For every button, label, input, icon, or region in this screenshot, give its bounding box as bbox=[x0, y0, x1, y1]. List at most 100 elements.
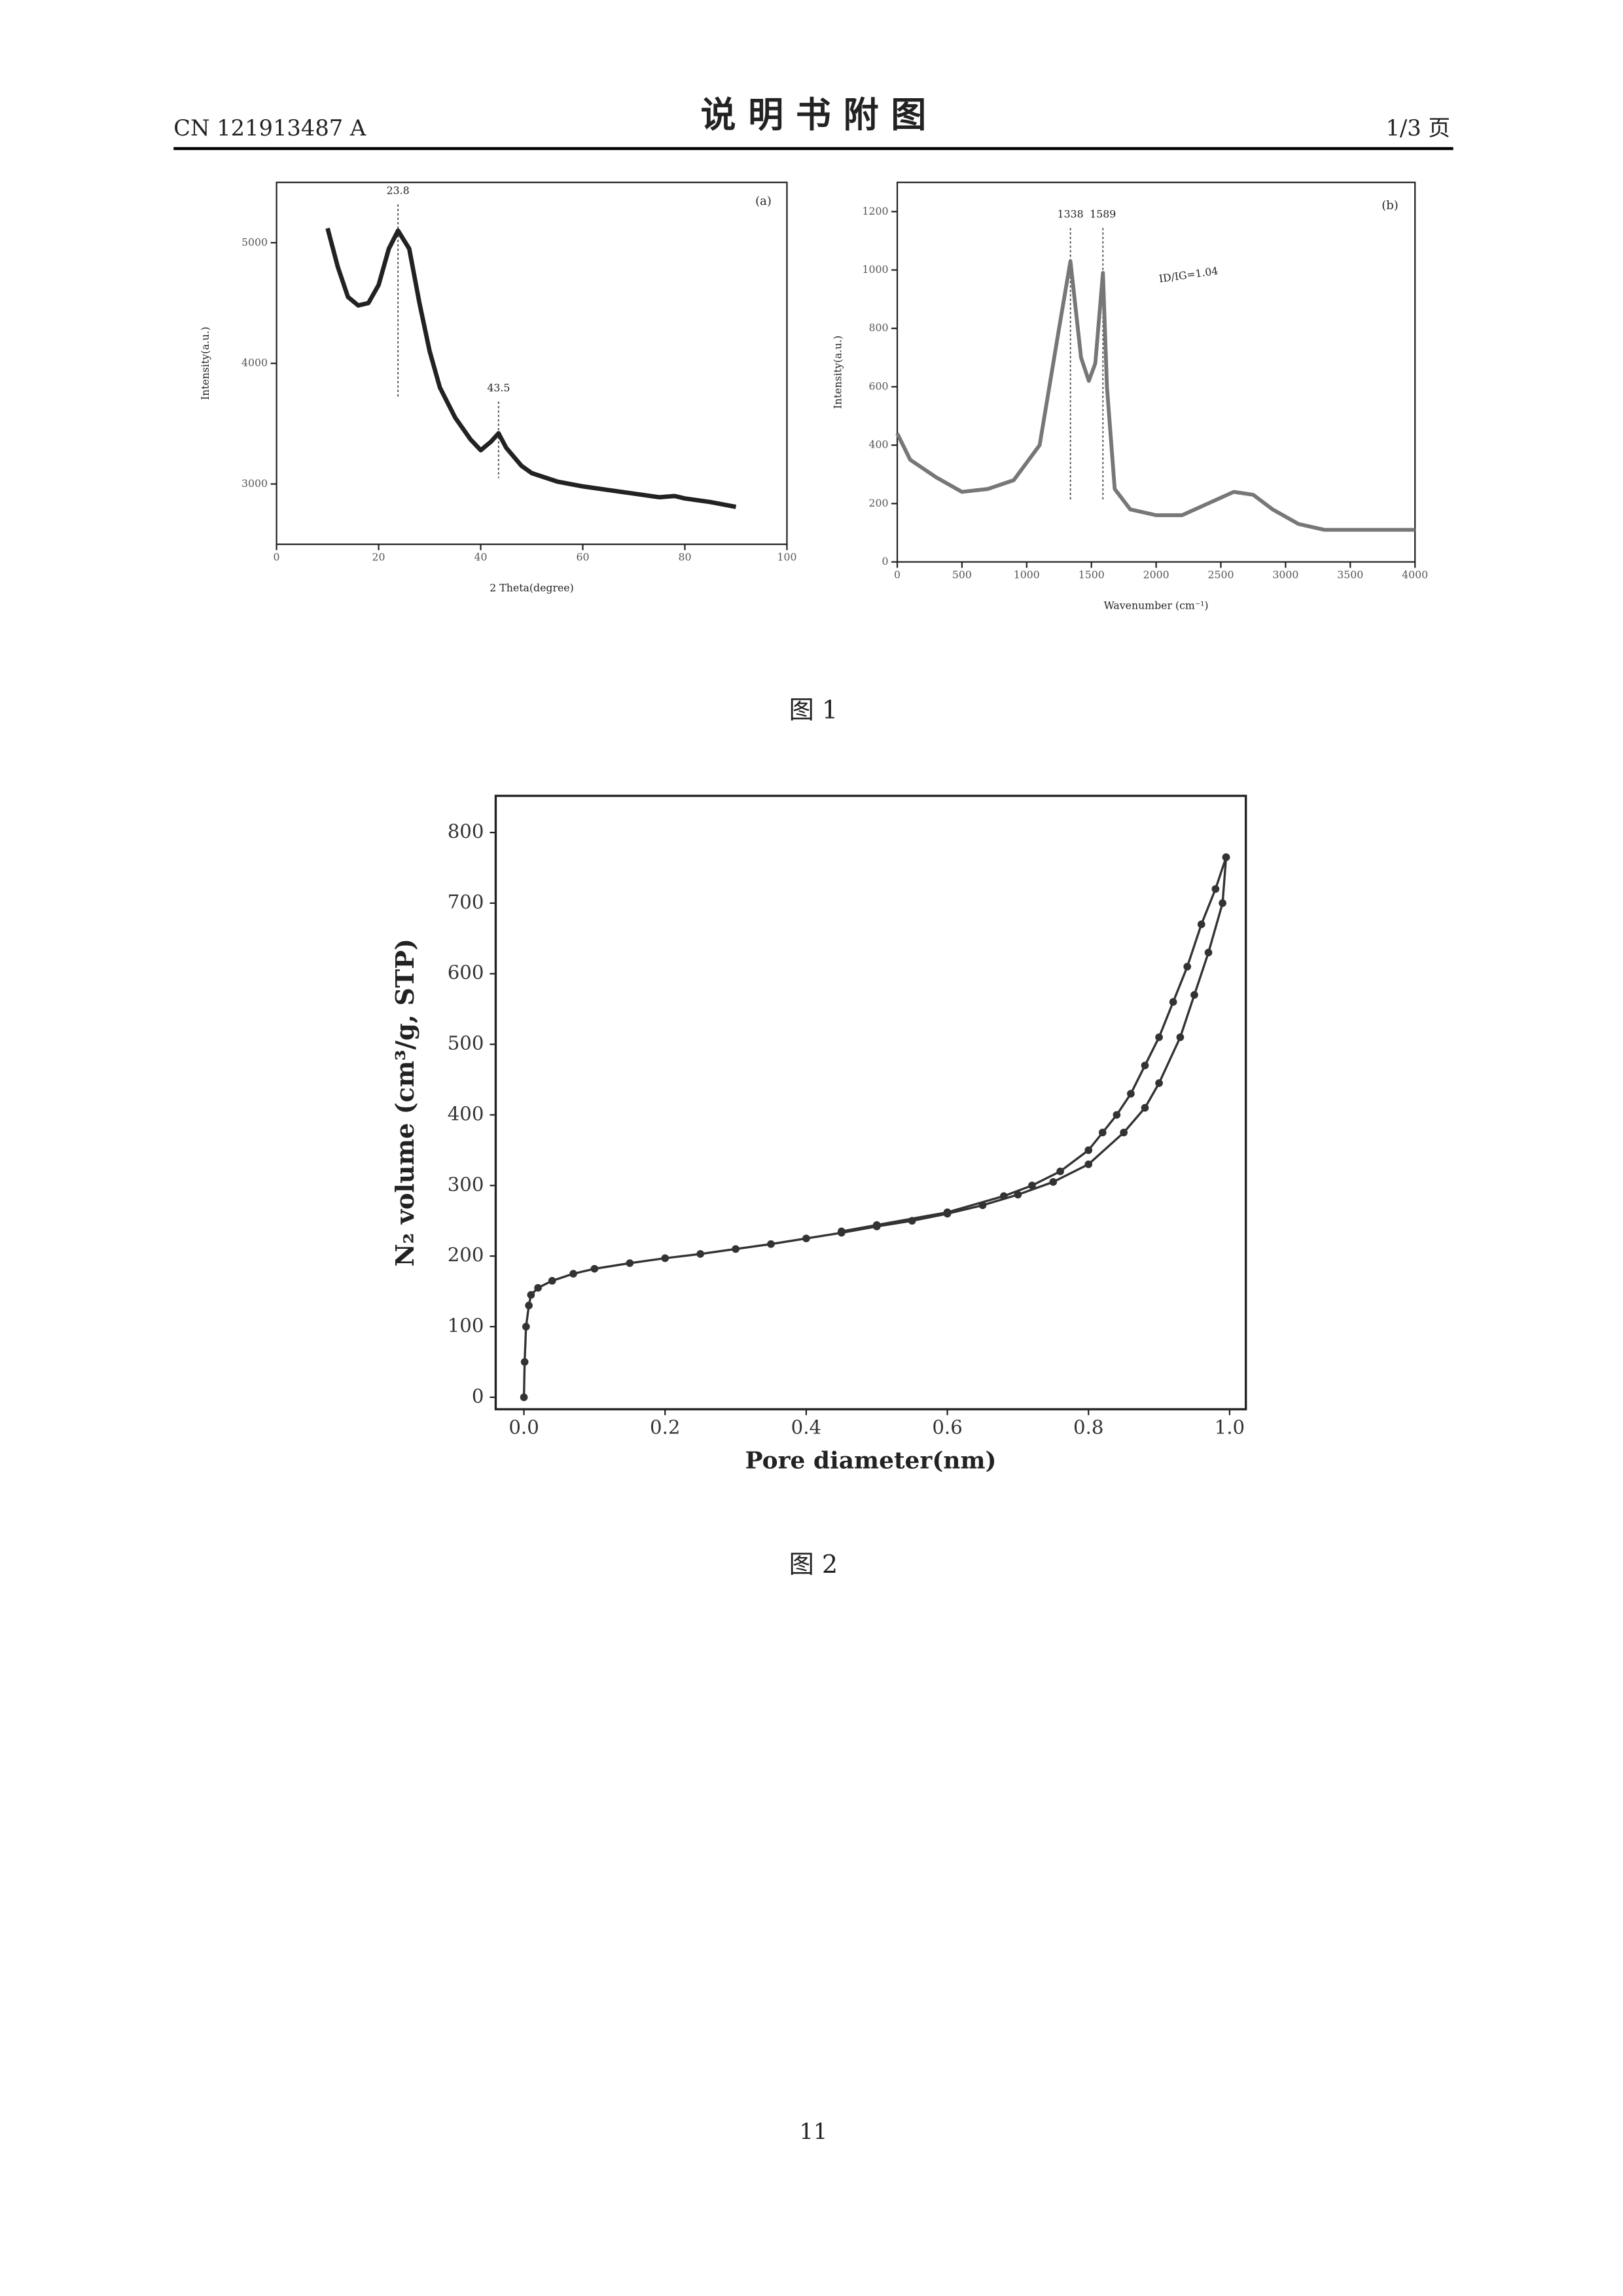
x-tick-label: 60 bbox=[576, 550, 589, 563]
y-tick-label: 100 bbox=[448, 1314, 484, 1336]
x-tick-label: 4000 bbox=[1402, 568, 1428, 581]
y-tick-label: 400 bbox=[869, 439, 889, 451]
y-tick-label: 800 bbox=[448, 820, 484, 842]
data-point bbox=[1127, 1090, 1135, 1098]
x-tick-label: 0.0 bbox=[508, 1416, 539, 1438]
peak-label: 1589 bbox=[1090, 208, 1116, 221]
x-tick-label: 0.4 bbox=[791, 1416, 821, 1438]
y-tick-label: 4000 bbox=[241, 357, 268, 369]
x-tick-label: 3000 bbox=[1272, 568, 1298, 581]
data-point bbox=[1084, 1160, 1092, 1168]
panel-label: (a) bbox=[755, 194, 772, 208]
data-point bbox=[944, 1208, 952, 1216]
x-tick-label: 1500 bbox=[1079, 568, 1105, 581]
data-point bbox=[1084, 1147, 1092, 1155]
peak-label: 23.8 bbox=[387, 185, 410, 197]
x-tick-label: 3500 bbox=[1337, 568, 1363, 581]
data-point bbox=[1211, 885, 1219, 893]
y-tick-label: 400 bbox=[448, 1102, 484, 1124]
data-point bbox=[548, 1277, 556, 1285]
data-point bbox=[520, 1393, 528, 1401]
x-tick-label: 0.8 bbox=[1073, 1416, 1103, 1438]
page-number: 11 bbox=[799, 2119, 827, 2144]
data-point bbox=[534, 1284, 542, 1292]
data-point bbox=[1099, 1129, 1107, 1137]
annotation: ID/IG=1.04 bbox=[1158, 264, 1219, 285]
y-tick-label: 1000 bbox=[863, 263, 889, 276]
data-point bbox=[873, 1221, 881, 1229]
x-tick-label: 2000 bbox=[1143, 568, 1169, 581]
data-point bbox=[1155, 1033, 1163, 1041]
x-tick-label: 100 bbox=[777, 550, 796, 563]
y-tick-label: 5000 bbox=[241, 236, 268, 248]
data-point bbox=[1205, 949, 1213, 957]
y-tick-label: 300 bbox=[448, 1173, 484, 1195]
data-point bbox=[732, 1245, 740, 1253]
y-tick-label: 1200 bbox=[863, 205, 889, 217]
peak-label: 43.5 bbox=[487, 382, 510, 394]
data-point bbox=[1190, 991, 1198, 999]
data-point bbox=[1183, 963, 1191, 971]
caption: 图 1 bbox=[789, 696, 838, 725]
y-tick-label: 600 bbox=[869, 380, 889, 392]
y-tick-label: 500 bbox=[448, 1032, 484, 1054]
x-tick-label: 0 bbox=[894, 568, 901, 581]
y-axis-label: Intensity(a.u.) bbox=[832, 336, 844, 409]
y-axis-label: Intensity(a.u.) bbox=[199, 327, 211, 400]
plot-frame bbox=[495, 796, 1245, 1409]
x-tick-label: 40 bbox=[474, 550, 488, 563]
page: {"header":{"left":"CN 121913487 A","titl… bbox=[0, 0, 1623, 2296]
data-point bbox=[802, 1234, 810, 1242]
data-point bbox=[838, 1228, 846, 1236]
y-tick-label: 800 bbox=[869, 321, 889, 334]
doc-title: 说 明 书 附 图 bbox=[701, 94, 927, 135]
panel-label: (b) bbox=[1382, 199, 1399, 213]
x-tick-label: 1.0 bbox=[1215, 1416, 1245, 1438]
x-axis-label: 2 Theta(degree) bbox=[490, 582, 573, 594]
x-tick-label: 500 bbox=[952, 568, 972, 581]
data-point bbox=[1120, 1129, 1128, 1137]
y-tick-label: 600 bbox=[448, 961, 484, 984]
x-tick-label: 2500 bbox=[1207, 568, 1234, 581]
caption: 图 2 bbox=[789, 1551, 838, 1579]
data-point bbox=[1222, 853, 1230, 861]
data-point bbox=[1155, 1079, 1163, 1087]
data-point bbox=[522, 1323, 530, 1331]
data-point bbox=[767, 1240, 775, 1248]
y-axis-label: N₂ volume (cm³/g, STP) bbox=[391, 939, 420, 1266]
data-point bbox=[1141, 1062, 1149, 1069]
data-point bbox=[525, 1302, 533, 1310]
x-tick-label: 80 bbox=[678, 550, 691, 563]
data-point bbox=[1141, 1104, 1149, 1112]
data-point bbox=[1219, 899, 1226, 907]
data-line bbox=[842, 857, 1226, 1232]
data-point bbox=[569, 1270, 577, 1278]
data-line bbox=[524, 857, 1226, 1397]
document: CN 121913487 A 说 明 书 附 图 1/3 页 图 1 图 2 1… bbox=[0, 0, 1623, 2296]
data-point bbox=[1113, 1111, 1121, 1119]
data-point bbox=[1177, 1033, 1185, 1041]
x-tick-label: 0.6 bbox=[932, 1416, 962, 1438]
data-line bbox=[897, 261, 1415, 529]
x-tick-label: 0.2 bbox=[650, 1416, 680, 1438]
page-of: 1/3 页 bbox=[1385, 115, 1450, 141]
plot-frame bbox=[897, 183, 1415, 562]
y-tick-label: 200 bbox=[869, 497, 889, 509]
y-tick-label: 0 bbox=[882, 555, 889, 567]
data-point bbox=[661, 1255, 669, 1263]
x-tick-label: 0 bbox=[274, 550, 280, 563]
data-point bbox=[1169, 998, 1177, 1006]
x-axis-label: Wavenumber (cm⁻¹) bbox=[1104, 599, 1209, 611]
data-point bbox=[521, 1358, 529, 1366]
data-line bbox=[328, 228, 736, 507]
data-point bbox=[1049, 1178, 1057, 1186]
data-point bbox=[1028, 1181, 1036, 1189]
y-tick-label: 3000 bbox=[241, 477, 268, 490]
y-tick-label: 200 bbox=[448, 1244, 484, 1266]
y-tick-label: 0 bbox=[472, 1385, 484, 1407]
data-point bbox=[626, 1259, 633, 1267]
plot-frame bbox=[277, 183, 787, 545]
data-point bbox=[527, 1291, 535, 1299]
peak-label: 1338 bbox=[1058, 208, 1084, 221]
data-point bbox=[1000, 1193, 1008, 1200]
